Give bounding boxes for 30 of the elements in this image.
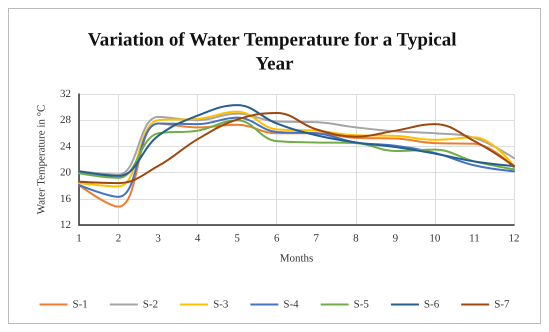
legend-label: S-1 <box>72 298 88 310</box>
legend-label: S-4 <box>283 298 300 310</box>
x-tick-label: 10 <box>429 232 441 244</box>
x-tick-label: 8 <box>353 232 360 244</box>
x-tick-label: 1 <box>76 232 82 244</box>
x-tick-label: 6 <box>274 232 280 244</box>
legend-label: S-2 <box>142 298 158 310</box>
legend-label: S-6 <box>424 298 440 310</box>
x-tick-label: 4 <box>194 232 201 244</box>
y-tick-label: 20 <box>60 166 72 179</box>
line-series <box>78 116 515 198</box>
y-tick-label: 12 <box>60 219 71 231</box>
x-tick-label: 7 <box>314 232 320 244</box>
legend-label: S-5 <box>354 298 370 310</box>
x-tick-label: 5 <box>234 232 240 244</box>
chart-title: Variation of Water Temperature for a Typical Year <box>88 30 462 74</box>
y-tick-label: 28 <box>60 114 72 126</box>
y-tick-label: 16 <box>60 192 72 205</box>
x-tick-label: 3 <box>155 232 162 244</box>
legend-label: S-7 <box>494 298 510 310</box>
x-tick-label: 12 <box>508 232 520 244</box>
x-tick-label: 9 <box>392 232 399 244</box>
x-tick-label: 11 <box>469 232 480 244</box>
y-axis-title: Water Temperature in °C <box>36 104 48 214</box>
line-series <box>78 122 515 208</box>
x-tick-label: 2 <box>116 232 122 244</box>
legend-label: S-3 <box>213 298 229 310</box>
y-tick-label: 32 <box>60 88 71 100</box>
y-tick-label: 24 <box>60 140 72 152</box>
x-axis-title: Months <box>280 252 314 264</box>
